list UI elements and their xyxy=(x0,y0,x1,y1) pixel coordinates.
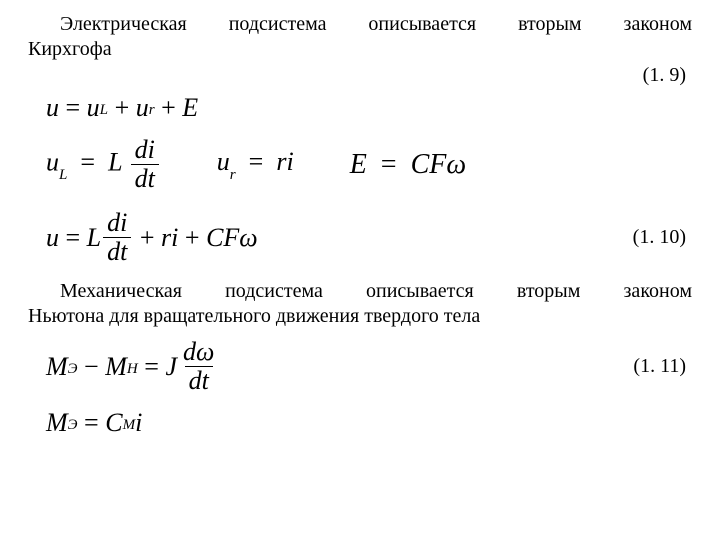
coef-J: J xyxy=(165,352,177,382)
sub: Э xyxy=(68,417,78,434)
paragraph-electrical-line2: Кирхгофа xyxy=(28,37,692,62)
eq-ur: ur = ri xyxy=(217,147,294,181)
var-uL: u xyxy=(87,93,100,123)
equation-1-9: u = uL + ur + E xyxy=(28,93,692,123)
sub: Н xyxy=(127,361,138,378)
fraction: dω dt xyxy=(179,339,218,394)
fraction: di dt xyxy=(103,210,131,265)
sub: M xyxy=(123,417,136,434)
equation-label: (1. 9) xyxy=(643,64,692,87)
var: u xyxy=(217,147,230,176)
term-ri: ri xyxy=(161,223,178,253)
equation-label-row-1-9: (1. 9) xyxy=(28,64,692,87)
var-u: u xyxy=(46,223,59,253)
fraction: di dt xyxy=(131,137,159,192)
term-CFw: CFω xyxy=(206,223,258,253)
var-i: i xyxy=(135,408,142,438)
eq-E: E = CFω xyxy=(350,149,466,181)
op-minus: − xyxy=(84,352,99,382)
equation-body: u = L di dt + ri + CFω xyxy=(28,210,258,265)
equation-body: MЭ = CM i xyxy=(28,408,142,438)
denominator: dt xyxy=(103,237,131,265)
rhs: ri xyxy=(276,147,293,176)
var-C: C xyxy=(105,408,122,438)
var-ur: u xyxy=(136,93,149,123)
rhs: CFω xyxy=(411,149,467,180)
var: u xyxy=(46,147,59,176)
numerator: di xyxy=(103,210,131,237)
sub: L xyxy=(59,167,67,183)
equation-body: u = uL + ur + E xyxy=(28,93,198,123)
equation-body: uL = L di dt ur = ri E = CFω xyxy=(28,137,466,192)
numerator: di xyxy=(131,137,159,164)
equation-Me: MЭ = CM i xyxy=(28,408,692,438)
op-plus: + xyxy=(155,93,183,123)
coef: L xyxy=(108,147,122,176)
op-plus: + xyxy=(108,93,136,123)
equation-label: (1. 11) xyxy=(633,355,692,378)
text: Ньютона для вращательного движения тверд… xyxy=(28,305,480,327)
text: Механическая подсистема описывается втор… xyxy=(60,280,692,302)
op-eq: = xyxy=(59,93,87,123)
sub: r xyxy=(230,167,236,183)
eq-uL: uL = L di dt xyxy=(46,137,161,192)
denominator: dt xyxy=(131,164,159,192)
equation-body: MЭ − MН = J dω dt xyxy=(28,339,220,394)
numerator: dω xyxy=(179,339,218,366)
equation-definitions-row: uL = L di dt ur = ri E = CFω xyxy=(28,137,692,192)
var-M2: M xyxy=(105,352,127,382)
sub-L: L xyxy=(100,102,108,119)
paragraph-mechanical-line1: Механическая подсистема описывается втор… xyxy=(28,279,692,304)
var: E xyxy=(350,149,367,180)
equation-1-10: u = L di dt + ri + CFω (1. 10) xyxy=(28,210,692,265)
text: Кирхгофа xyxy=(28,38,112,60)
equation-1-11: MЭ − MН = J dω dt (1. 11) xyxy=(28,339,692,394)
text: Электрическая подсистема описывается вто… xyxy=(60,13,692,35)
equation-label: (1. 10) xyxy=(633,226,692,249)
var-u: u xyxy=(46,93,59,123)
sub: Э xyxy=(68,361,78,378)
paragraph-electrical-line1: Электрическая подсистема описывается вто… xyxy=(28,12,692,37)
denominator: dt xyxy=(185,366,213,394)
sub-r: r xyxy=(149,102,155,119)
paragraph-mechanical-line2: Ньютона для вращательного движения тверд… xyxy=(28,304,692,329)
var-M: M xyxy=(46,408,68,438)
coef-L: L xyxy=(87,223,101,253)
var-M1: M xyxy=(46,352,68,382)
var-E: E xyxy=(182,93,198,123)
op-eq: = xyxy=(144,352,159,382)
